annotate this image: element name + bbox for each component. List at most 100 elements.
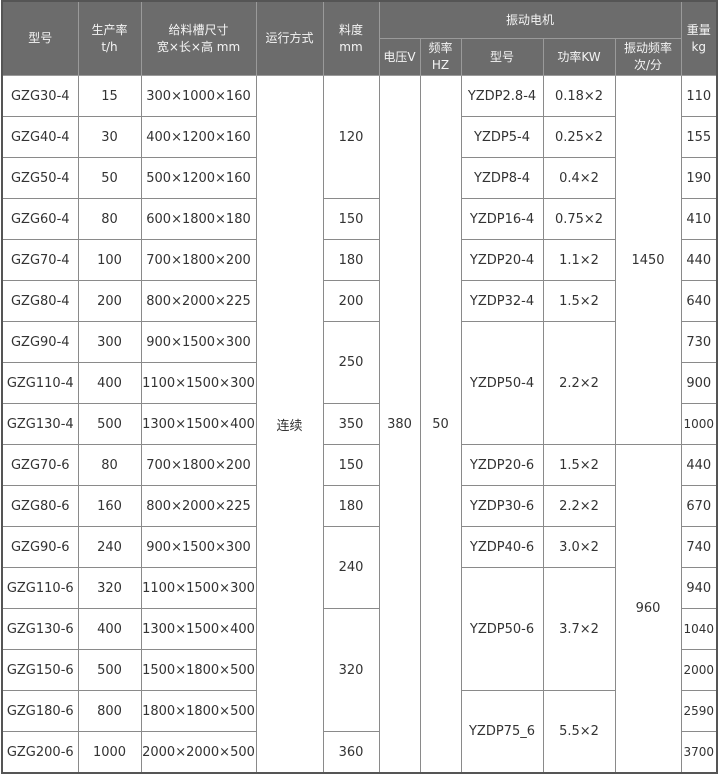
header-weight: 重量 kg <box>680 0 718 76</box>
table-cell: 1300×1500×400 <box>140 403 257 445</box>
table-cell: YZDP50-6 <box>460 567 544 691</box>
table-cell: 940 <box>680 567 718 609</box>
table-cell: 300×1000×160 <box>140 75 257 117</box>
table-cell: 670 <box>680 485 718 527</box>
table-cell: 200 <box>322 280 380 322</box>
table-cell: GZG30-4 <box>1 75 79 117</box>
table-cell: 80 <box>77 198 142 240</box>
table-cell: 1300×1500×400 <box>140 608 257 650</box>
table-cell: GZG70-4 <box>1 239 79 281</box>
table-cell: 1.5×2 <box>542 444 616 486</box>
table-row: GZG70-6 80 700×1800×200 150 YZDP20-6 1.5×2 960… <box>1 444 718 774</box>
header-vibration-motor: 振动电机 <box>378 0 682 39</box>
table-cell: 300 <box>77 321 142 363</box>
table-row: GZG30-4 15 300×1000×160 连续 120 380 50 YZDP2.8-4… <box>1 75 718 774</box>
table-cell: GZG80-4 <box>1 280 79 322</box>
table-cell: 1800×1800×500 <box>140 690 257 732</box>
header-material-size: 料度 mm <box>322 0 380 76</box>
table-cell: GZG130-4 <box>1 403 79 445</box>
table-row: GZG130-6 400 1300×1500×400 320 1040 <box>1 608 718 732</box>
table-cell: 400 <box>77 608 142 650</box>
table-cell: GZG80-6 <box>1 485 79 527</box>
table-cell: 1.1×2 <box>542 239 616 281</box>
table-cell: YZDP20-6 <box>460 444 544 486</box>
table-row: GZG80-6 160 800×2000×225 180 YZDP30-6 2.2×2 67… <box>1 485 718 527</box>
table-cell: 5.5×2 <box>542 690 616 774</box>
table-cell: YZDP16-4 <box>460 198 544 240</box>
table-cell: 0.25×2 <box>542 116 616 158</box>
table-row: GZG90-4 300 900×1500×300 250 YZDP50-4 2.2×2 73… <box>1 321 718 445</box>
table-cell: 15 <box>77 75 142 117</box>
header-capacity: 生产率 t/h <box>77 0 142 76</box>
table-cell: 240 <box>322 526 380 609</box>
table-cell: 1500×1800×500 <box>140 649 257 691</box>
table-cell: 3.0×2 <box>542 526 616 568</box>
table-cell: 2590 <box>680 690 718 732</box>
table-cell: GZG60-4 <box>1 198 79 240</box>
table-body: GZG30-4 15 300×1000×160 连续 120 380 50 YZDP2.8-4… <box>1 75 718 774</box>
table-cell: 2.2×2 <box>542 485 616 527</box>
table-cell: 240 <box>77 526 142 568</box>
table-row: GZG200-6 1000 2000×2000×500 360 3700 <box>1 731 718 774</box>
table-cell: 150 <box>322 198 380 240</box>
table-cell: 200 <box>77 280 142 322</box>
table-cell: 180 <box>322 485 380 527</box>
table-cell: 1000 <box>680 403 718 445</box>
table-row: GZG180-6 800 1800×1800×500 YZDP75_6 5.5×2 259… <box>1 690 718 774</box>
table-cell: YZDP32-4 <box>460 280 544 322</box>
table-cell: 730 <box>680 321 718 363</box>
table-cell: 0.75×2 <box>542 198 616 240</box>
table-cell: 440 <box>680 239 718 281</box>
table-cell: GZG130-6 <box>1 608 79 650</box>
table-cell: GZG40-4 <box>1 116 79 158</box>
table-cell: YZDP20-4 <box>460 239 544 281</box>
table-cell: GZG180-6 <box>1 690 79 732</box>
header-frequency: 频率 HZ <box>419 38 462 76</box>
table-cell: 380 <box>378 75 421 774</box>
table-cell: 50 <box>77 157 142 199</box>
table-cell: GZG90-4 <box>1 321 79 363</box>
table-cell: 900 <box>680 362 718 404</box>
table-cell: 1100×1500×300 <box>140 362 257 404</box>
table-row: GZG110-6 320 1100×1500×300 YZDP50-6 3.7×2 940 <box>1 567 718 691</box>
table-row: GZG110-4 400 1100×1500×300 900 <box>1 362 718 404</box>
table-cell: 连续 <box>255 75 324 774</box>
table-cell: 500 <box>77 403 142 445</box>
table-cell: 150 <box>322 444 380 486</box>
table-cell: 190 <box>680 157 718 199</box>
table-cell: 1.5×2 <box>542 280 616 322</box>
table-row: GZG60-4 80 600×1800×180 150 YZDP16-4 0.75×2 41… <box>1 198 718 240</box>
table-cell: YZDP5-4 <box>460 116 544 158</box>
table-row: GZG90-6 240 900×1500×300 240 YZDP40-6 3.0×2 74… <box>1 526 718 609</box>
table-cell: 120 <box>322 75 380 199</box>
table-row: GZG130-4 500 1300×1500×400 350 1000 <box>1 403 718 445</box>
table-cell: 0.18×2 <box>542 75 616 117</box>
table-cell: 640 <box>680 280 718 322</box>
table-cell: 500 <box>77 649 142 691</box>
table-cell: 50 <box>419 75 462 774</box>
table-cell: YZDP30-6 <box>460 485 544 527</box>
table-cell: 1100×1500×300 <box>140 567 257 609</box>
header-mode: 运行方式 <box>255 0 324 76</box>
table-cell: YZDP75_6 <box>460 690 544 774</box>
table-cell: 0.4×2 <box>542 157 616 199</box>
table-cell: 3.7×2 <box>542 567 616 691</box>
table-cell: GZG50-4 <box>1 157 79 199</box>
table-cell: YZDP8-4 <box>460 157 544 199</box>
table-cell: GZG110-6 <box>1 567 79 609</box>
header-model: 型号 <box>1 0 79 76</box>
table-row: GZG80-4 200 800×2000×225 200 YZDP32-4 1.5×2 64… <box>1 280 718 322</box>
table-cell: 900×1500×300 <box>140 526 257 568</box>
table-row: GZG50-4 50 500×1200×160 YZDP8-4 0.4×2 190 <box>1 157 718 199</box>
table-cell: GZG200-6 <box>1 731 79 774</box>
table-cell: YZDP2.8-4 <box>460 75 544 117</box>
table-row: GZG70-4 100 700×1800×200 180 YZDP20-4 1.1×2 44… <box>1 239 718 281</box>
table-cell: YZDP40-6 <box>460 526 544 568</box>
table-cell: 30 <box>77 116 142 158</box>
table-cell: 2000 <box>680 649 718 691</box>
table-cell: 350 <box>322 403 380 445</box>
table-cell: GZG70-6 <box>1 444 79 486</box>
header-vibration-frequency: 振动频率 次/分 <box>614 38 682 76</box>
table-cell: GZG90-6 <box>1 526 79 568</box>
